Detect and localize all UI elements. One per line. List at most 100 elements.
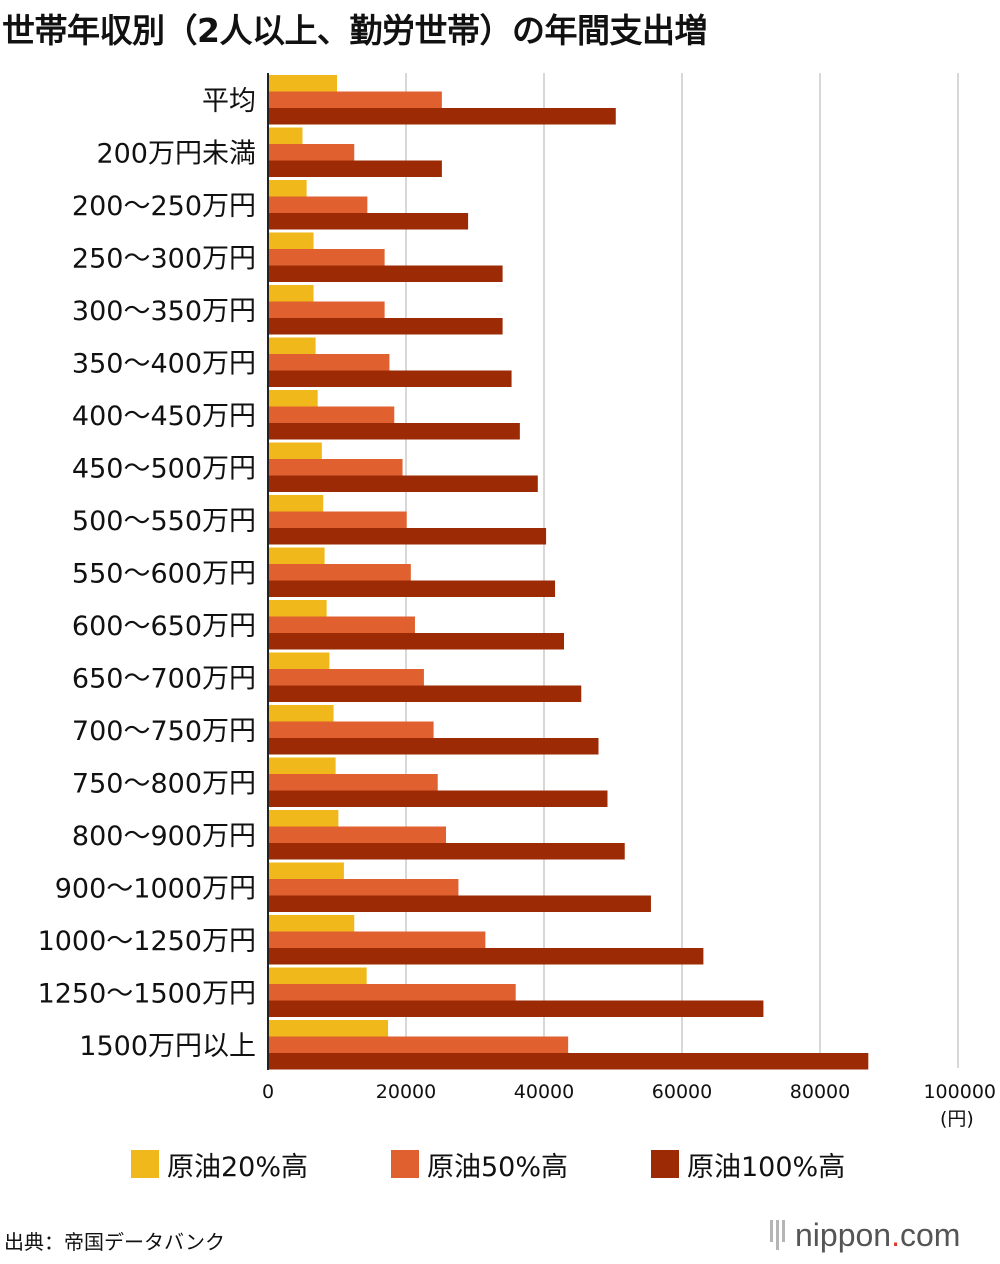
x-tick-label: 20000 <box>376 1081 436 1103</box>
chart-title: 世帯年収別（2人以上、勤労世帯）の年間支出増 <box>2 11 707 50</box>
bar <box>268 948 704 965</box>
x-tick-label: 100000 <box>923 1081 996 1103</box>
bar <box>268 774 438 791</box>
bar <box>268 144 355 161</box>
bar <box>268 879 459 896</box>
bar <box>268 370 512 387</box>
bar <box>268 757 336 774</box>
legend-label-50: 原油50%高 <box>427 1151 569 1183</box>
bar <box>268 180 307 197</box>
bar <box>268 547 325 564</box>
category-label: 450〜500万円 <box>72 453 256 484</box>
bar <box>268 337 316 354</box>
bar <box>268 318 503 335</box>
category-label: 250〜300万円 <box>72 243 256 274</box>
legend-item-20: 原油20%高 <box>131 1146 309 1183</box>
legend-item-50: 原油50%高 <box>391 1146 569 1183</box>
bar <box>268 669 424 686</box>
bar-chart: 平均 200万円未満 200〜250万円 250〜300万円 300〜350万円 350〜… <box>38 73 996 1103</box>
bar <box>268 721 434 738</box>
bar <box>268 442 322 459</box>
category-label: 900〜1000万円 <box>55 873 256 904</box>
bar <box>268 196 368 213</box>
bar <box>268 232 314 249</box>
legend-swatch-20 <box>131 1150 159 1178</box>
bar <box>268 160 442 177</box>
bar <box>268 265 503 282</box>
x-tick-labels: 0 20000 40000 60000 80000 100000 <box>262 1081 996 1103</box>
bar <box>268 423 520 440</box>
bar <box>268 915 355 932</box>
bar <box>268 738 599 755</box>
category-label: 200〜250万円 <box>72 191 256 222</box>
bar <box>268 406 395 423</box>
bar <box>268 495 324 512</box>
unit-label: (円) <box>940 1108 974 1130</box>
category-label: 550〜600万円 <box>72 558 256 589</box>
category-label: 200万円未満 <box>96 138 256 169</box>
bar <box>268 249 385 266</box>
bar <box>268 685 582 702</box>
bar <box>268 459 403 476</box>
bar <box>268 705 334 722</box>
legend-label-20: 原油20%高 <box>167 1151 309 1183</box>
logo-mark-icon <box>770 1220 785 1250</box>
nippon-logo: nippon.com <box>770 1215 996 1255</box>
bar <box>268 528 547 545</box>
legend-label-100: 原油100%高 <box>687 1151 846 1183</box>
x-tick-label: 0 <box>262 1081 274 1103</box>
legend-item-100: 原油100%高 <box>651 1146 846 1183</box>
bar <box>268 213 469 230</box>
category-label: 350〜400万円 <box>72 348 256 379</box>
bar <box>268 475 538 492</box>
legend-swatch-50 <box>391 1150 419 1178</box>
category-label: 500〜550万円 <box>72 506 256 537</box>
bar <box>268 616 415 633</box>
x-tick-label: 40000 <box>514 1081 574 1103</box>
bar <box>268 984 516 1001</box>
bar <box>268 91 442 108</box>
category-label: 700〜750万円 <box>72 716 256 747</box>
bar <box>268 1000 764 1017</box>
bar <box>268 652 330 669</box>
legend: 原油20%高 原油50%高 原油100%高 <box>0 1146 1000 1186</box>
bar <box>268 75 337 92</box>
category-label: 600〜650万円 <box>72 611 256 642</box>
category-label: 300〜350万円 <box>72 296 256 327</box>
bar <box>268 790 608 807</box>
bar <box>268 1053 869 1070</box>
logo-text: nippon.com <box>795 1216 961 1253</box>
bar <box>268 862 344 879</box>
x-tick-label: 60000 <box>652 1081 712 1103</box>
category-label: 1500万円以上 <box>79 1031 256 1062</box>
bar <box>268 967 367 984</box>
category-label: 750〜800万円 <box>72 768 256 799</box>
bar <box>268 810 339 827</box>
bar <box>268 895 651 912</box>
category-label: 400〜450万円 <box>72 401 256 432</box>
gridlines <box>405 73 959 1068</box>
bar <box>268 580 556 597</box>
x-tick-label: 80000 <box>790 1081 850 1103</box>
bar <box>268 285 314 302</box>
category-label: 1250〜1500万円 <box>38 978 256 1009</box>
bars <box>268 75 869 1070</box>
legend-swatch-100 <box>651 1150 679 1178</box>
category-label: 1000〜1250万円 <box>38 926 256 957</box>
bar <box>268 843 625 860</box>
bar <box>268 1036 569 1053</box>
category-label: 平均 <box>202 86 256 117</box>
category-label: 800〜900万円 <box>72 821 256 852</box>
bar <box>268 354 390 371</box>
bar <box>268 108 616 125</box>
bar <box>268 931 486 948</box>
source-note: 出典：帝国データバンク <box>4 1230 225 1254</box>
bar <box>268 511 407 528</box>
bar <box>268 633 565 650</box>
category-label: 650〜700万円 <box>72 663 256 694</box>
bar <box>268 127 303 144</box>
bar <box>268 600 327 617</box>
bar <box>268 301 385 318</box>
bar <box>268 1020 389 1037</box>
category-labels: 平均 200万円未満 200〜250万円 250〜300万円 300〜350万円 350〜… <box>38 86 256 1062</box>
